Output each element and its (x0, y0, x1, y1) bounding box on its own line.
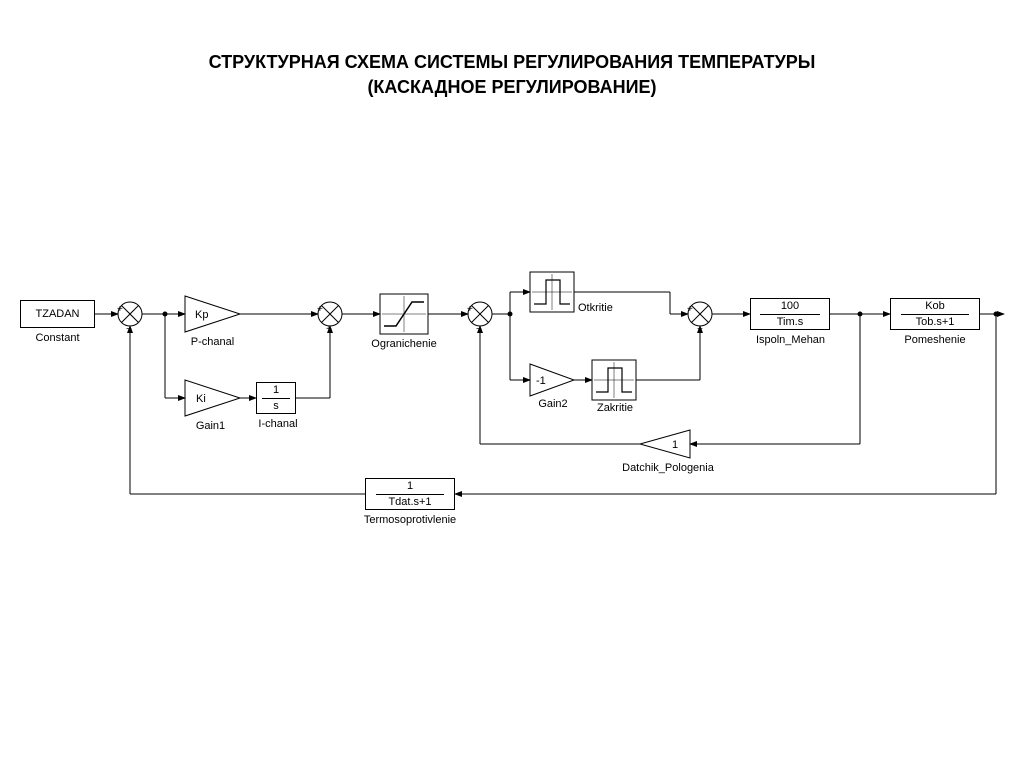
ichanal-num: 1 (273, 384, 279, 396)
title-line1: СТРУКТУРНАЯ СХЕМА СИСТЕМЫ РЕГУЛИРОВАНИЯ … (209, 52, 816, 72)
ispoln-label: Ispoln_Mehan (748, 334, 833, 346)
tf-line (262, 398, 289, 399)
svg-text:-1: -1 (536, 375, 546, 387)
otkritie-label: Otkritie (578, 302, 628, 314)
pchanal-label: P-chanal (185, 336, 240, 348)
ispoln-den: Tim.s (777, 316, 803, 328)
block-zakritie (592, 360, 636, 400)
svg-text:+: + (687, 304, 693, 315)
page-title: СТРУКТУРНАЯ СХЕМА СИСТЕМЫ РЕГУЛИРОВАНИЯ … (0, 50, 1024, 100)
gain2-label: Gain2 (531, 398, 575, 410)
block-termo: 1 Tdat.s+1 (365, 478, 455, 510)
diagram-canvas: СТРУКТУРНАЯ СХЕМА СИСТЕМЫ РЕГУЛИРОВАНИЯ … (0, 0, 1024, 767)
sum4: + − (687, 302, 712, 335)
pomeshenie-den: Tob.s+1 (916, 316, 955, 328)
block-ichanal: 1 s (256, 382, 296, 414)
gain-pchanal: Kp (185, 296, 240, 332)
gain-gain2: -1 (530, 364, 574, 396)
ichanal-den: s (273, 400, 279, 412)
constant-text: TZADAN (36, 308, 80, 320)
block-ispoln: 100 Tim.s (750, 298, 830, 330)
title-line2: (КАСКАДНОЕ РЕГУЛИРОВАНИЕ) (367, 77, 656, 97)
wiring-svg: + − + + + − + − (0, 0, 1024, 767)
termo-den: Tdat.s+1 (388, 496, 431, 508)
zakritie-label: Zakritie (590, 402, 640, 414)
constant-label: Constant (20, 332, 95, 344)
svg-text:+: + (467, 304, 473, 315)
sum3: + − (467, 302, 492, 335)
block-otkritie (530, 272, 574, 312)
svg-text:+: + (117, 304, 123, 315)
termo-num: 1 (407, 480, 413, 492)
svg-text:+: + (326, 324, 332, 335)
svg-text:−: − (697, 324, 703, 335)
block-saturation (380, 294, 428, 334)
termo-label: Termosoprotivlenie (350, 514, 470, 526)
datchik-label: Datchik_Pologenia (608, 462, 728, 474)
block-pomeshenie: Kob Tob.s+1 (890, 298, 980, 330)
pomeshenie-num: Kob (925, 300, 945, 312)
svg-text:−: − (126, 324, 132, 335)
gain1-label: Gain1 (183, 420, 238, 432)
svg-text:+: + (317, 304, 323, 315)
sum2: + + (317, 302, 342, 335)
svg-text:Kp: Kp (195, 309, 208, 321)
svg-text:−: − (476, 324, 482, 335)
ogranichenie-label: Ogranichenie (364, 338, 444, 350)
gain-datchik: 1 (640, 430, 690, 458)
svg-text:1: 1 (672, 439, 678, 451)
tf-line (901, 314, 968, 315)
svg-text:Ki: Ki (196, 393, 206, 405)
ichanal-label: I-chanal (248, 418, 308, 430)
sum1: + − (117, 302, 142, 335)
pomeshenie-label: Pomeshenie (890, 334, 980, 346)
tf-line (376, 494, 443, 495)
ispoln-num: 100 (781, 300, 799, 312)
tf-line (760, 314, 819, 315)
gain-gain1: Ki (185, 380, 240, 416)
block-constant: TZADAN (20, 300, 95, 328)
